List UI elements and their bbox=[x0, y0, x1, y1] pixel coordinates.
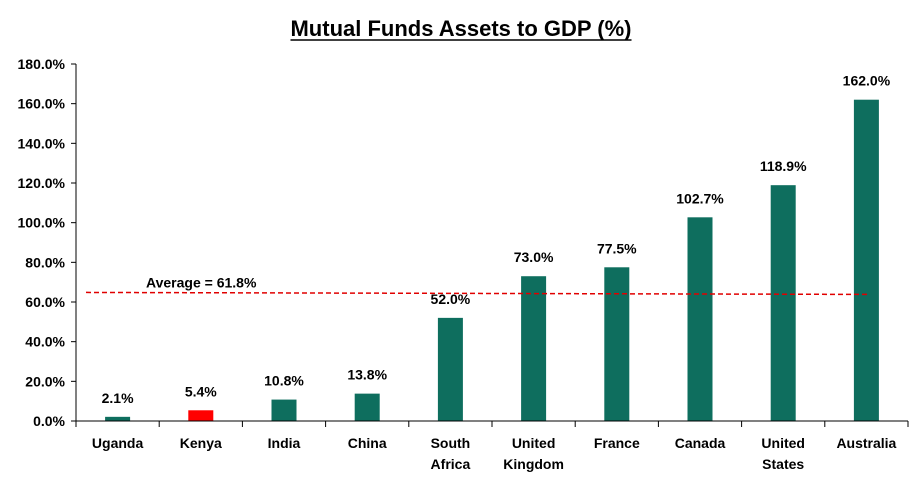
data-label: 118.9% bbox=[760, 158, 807, 174]
data-label: 2.1% bbox=[102, 390, 134, 406]
x-category-label: China bbox=[348, 435, 387, 451]
bar bbox=[271, 399, 297, 421]
bar bbox=[687, 217, 713, 421]
bar bbox=[853, 99, 879, 421]
y-tick-label: 60.0% bbox=[25, 294, 65, 310]
y-tick-label: 120.0% bbox=[18, 175, 66, 191]
x-category-label: United bbox=[512, 435, 556, 451]
y-axis: 0.0% 20.0% 40.0% 60.0% 80.0% 100.0% 120.0% 140.… bbox=[18, 56, 77, 429]
x-category-label: France bbox=[594, 435, 640, 451]
x-category-label: Kingdom bbox=[503, 456, 564, 472]
x-category-label: India bbox=[268, 435, 301, 451]
x-category-label: United bbox=[761, 435, 805, 451]
data-label: 73.0% bbox=[514, 249, 554, 265]
data-label: 162.0% bbox=[843, 73, 891, 89]
bar bbox=[770, 185, 796, 421]
average-line-group: Average = 61.8% bbox=[85, 274, 871, 296]
y-tick-label: 0.0% bbox=[33, 413, 65, 429]
data-label: 77.5% bbox=[597, 240, 637, 256]
bar bbox=[354, 393, 380, 421]
data-label: 102.7% bbox=[676, 190, 724, 206]
data-label: 5.4% bbox=[185, 383, 217, 399]
x-category-label: Kenya bbox=[180, 435, 222, 451]
y-tick-label: 100.0% bbox=[18, 215, 66, 231]
y-tick-label: 160.0% bbox=[18, 96, 66, 112]
data-label: 52.0% bbox=[431, 291, 471, 307]
bar bbox=[437, 317, 463, 421]
x-category-label: Australia bbox=[836, 435, 896, 451]
chart-title: Mutual Funds Assets to GDP (%) bbox=[290, 16, 631, 41]
average-label: Average = 61.8% bbox=[146, 274, 257, 290]
x-category-label: Canada bbox=[675, 435, 726, 451]
bars-group: 2.1% 5.4% 10.8% 13.8% 52.0% 73.0% 77.5% 102.7% 1… bbox=[102, 73, 891, 421]
chart-title-group: Mutual Funds Assets to GDP (%) bbox=[290, 16, 632, 41]
x-axis: Uganda Kenya India China South Africa United Ki… bbox=[75, 420, 909, 472]
bar bbox=[188, 410, 214, 421]
y-tick-label: 180.0% bbox=[18, 56, 66, 72]
average-line bbox=[85, 291, 871, 296]
data-label: 13.8% bbox=[347, 367, 387, 383]
x-category-label: Uganda bbox=[92, 435, 144, 451]
y-tick-label: 140.0% bbox=[18, 135, 66, 151]
bar bbox=[604, 267, 630, 421]
y-tick-label: 80.0% bbox=[25, 254, 65, 270]
y-tick-label: 40.0% bbox=[25, 334, 65, 350]
x-category-label: South bbox=[431, 435, 471, 451]
y-tick-label: 20.0% bbox=[25, 373, 65, 389]
bar bbox=[521, 276, 547, 421]
bar bbox=[105, 416, 131, 421]
data-label: 10.8% bbox=[264, 373, 304, 389]
x-category-label: States bbox=[762, 456, 804, 472]
x-category-label: Africa bbox=[431, 456, 471, 472]
